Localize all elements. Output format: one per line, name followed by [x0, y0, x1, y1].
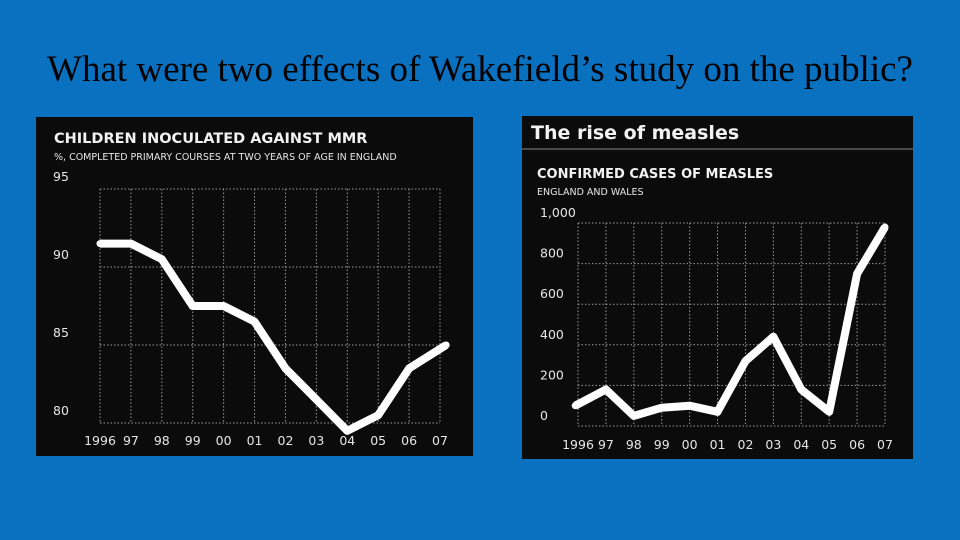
y-tick-label: 85 [53, 325, 69, 340]
mmr-x-ticks: 1996 97 98 99 00 01 02 03 04 05 06 07 [84, 433, 448, 448]
x-tick-label: 02 [278, 433, 294, 448]
data-point [853, 270, 861, 278]
measles-x-ticks: 1996 97 98 99 00 01 02 03 04 05 06 07 [562, 437, 893, 452]
x-tick-label: 99 [654, 437, 670, 452]
x-tick-label: 04 [793, 437, 809, 452]
x-tick-label: 06 [401, 433, 417, 448]
measles-chart-subtitle: ENGLAND AND WALES [537, 187, 644, 198]
x-tick-label: 97 [123, 433, 139, 448]
slide-title: What were two effects of Wakefield’s stu… [47, 49, 913, 90]
x-tick-label: 01 [247, 433, 263, 448]
y-tick-label: 800 [540, 246, 564, 261]
x-tick-label: 00 [216, 433, 232, 448]
measles-chart: The rise of measles CONFIRMED CASES OF M… [522, 122, 913, 452]
x-tick-label: 06 [849, 437, 865, 452]
data-point [714, 408, 722, 416]
data-point [189, 302, 197, 310]
y-tick-label: 0 [540, 408, 548, 423]
data-point [797, 385, 805, 393]
data-point [769, 333, 777, 341]
data-point [127, 240, 135, 248]
x-tick-label: 00 [682, 437, 698, 452]
data-point [96, 240, 104, 248]
measles-series-line [573, 225, 889, 420]
data-point [741, 357, 749, 365]
y-tick-label: 200 [540, 367, 564, 382]
x-tick-label: 03 [308, 433, 324, 448]
x-tick-label: 01 [710, 437, 726, 452]
data-point [312, 396, 320, 404]
mmr-data-points [96, 240, 450, 435]
measles-chart-panel: The rise of measles CONFIRMED CASES OF M… [522, 116, 913, 459]
y-tick-label: 80 [53, 403, 69, 418]
y-tick-label: 400 [540, 327, 564, 342]
y-tick-label: 95 [53, 169, 69, 184]
mmr-chart-subtitle: %, COMPLETED PRIMARY COURSES AT TWO YEAR… [54, 152, 397, 163]
y-tick-label: 600 [540, 286, 564, 301]
data-point [281, 364, 289, 372]
y-tick-label: 1,000 [540, 205, 576, 220]
data-point [571, 402, 579, 410]
x-tick-label: 98 [626, 437, 642, 452]
mmr-grid [99, 188, 441, 424]
x-tick-label: 98 [154, 433, 170, 448]
x-tick-label: 03 [765, 437, 781, 452]
data-point [158, 255, 166, 263]
data-point [658, 404, 666, 412]
data-point [602, 385, 610, 393]
data-point [374, 411, 382, 419]
data-point [251, 318, 259, 326]
data-point [405, 364, 413, 372]
x-tick-label: 07 [877, 437, 893, 452]
data-point [825, 408, 833, 416]
mmr-y-ticks: 95 90 85 80 [53, 169, 69, 418]
x-tick-label: 07 [432, 433, 448, 448]
data-point [220, 302, 228, 310]
data-point [686, 402, 694, 410]
measles-chart-title: CONFIRMED CASES OF MEASLES [537, 167, 773, 182]
x-tick-label: 99 [185, 433, 201, 448]
mmr-chart-title: CHILDREN INOCULATED AGAINST MMR [54, 131, 367, 147]
x-tick-label: 1996 [84, 433, 116, 448]
data-point [881, 223, 889, 231]
measles-data-points [571, 223, 889, 420]
mmr-chart: CHILDREN INOCULATED AGAINST MMR %, COMPL… [53, 131, 450, 448]
y-tick-label: 90 [53, 247, 69, 262]
mmr-series-line [100, 239, 449, 435]
x-tick-label: 1996 [562, 437, 594, 452]
data-point [442, 341, 450, 349]
x-tick-label: 04 [339, 433, 355, 448]
x-tick-label: 05 [821, 437, 837, 452]
data-point [630, 412, 638, 420]
measles-y-ticks: 1,000 800 600 400 200 0 [540, 205, 576, 423]
mmr-chart-panel: CHILDREN INOCULATED AGAINST MMR %, COMPL… [36, 117, 473, 456]
x-tick-label: 05 [370, 433, 386, 448]
x-tick-label: 97 [598, 437, 614, 452]
measles-grid [577, 222, 886, 427]
x-tick-label: 02 [738, 437, 754, 452]
measles-banner-title: The rise of measles [531, 122, 739, 144]
data-point [343, 427, 351, 435]
